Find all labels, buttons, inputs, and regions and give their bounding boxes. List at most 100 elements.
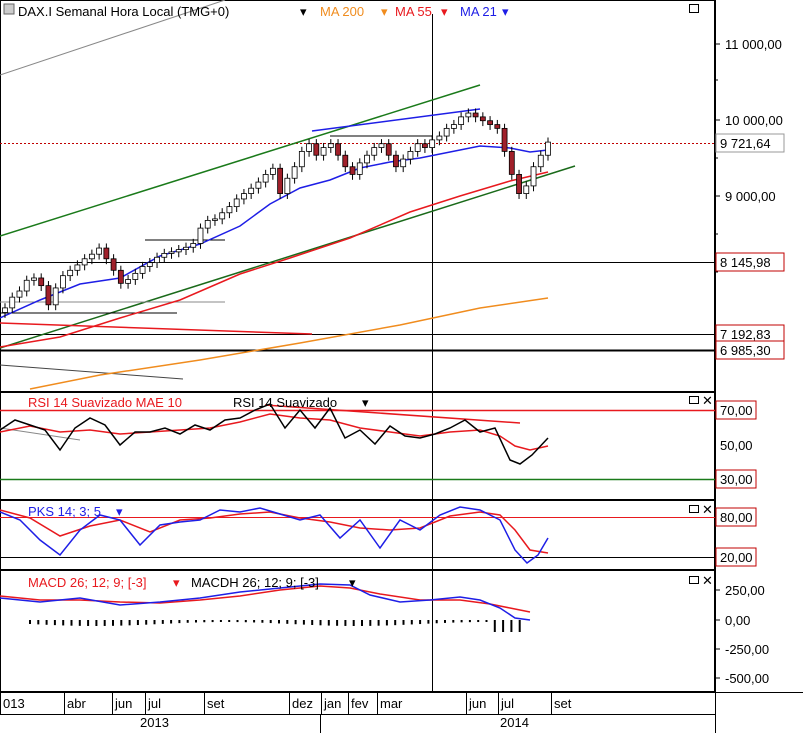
candle-body: [117, 269, 124, 284]
candle-body: [81, 258, 88, 266]
candle-body: [306, 143, 312, 152]
candle-body: [501, 127, 508, 152]
trend-line: [0, 322, 313, 335]
candle-body: [132, 272, 139, 280]
indicator-dropdown-icon[interactable]: ▾: [381, 4, 388, 19]
candle-body: [537, 154, 544, 168]
price-label-box: [715, 252, 785, 272]
candle-body: [450, 124, 457, 129]
panel-frame: [0, 500, 715, 570]
candle-body: [212, 218, 218, 221]
candle-body: [146, 262, 153, 267]
candle-body: [161, 253, 168, 258]
candle-body: [545, 141, 551, 156]
candle-body: [414, 143, 421, 152]
ma-200-line: [29, 297, 549, 390]
candle-body: [255, 181, 262, 189]
candle-body: [88, 253, 95, 260]
candle-body: [400, 158, 407, 168]
candle-body: [52, 287, 59, 306]
rsi-dropdown-icon[interactable]: ▾: [362, 395, 369, 410]
candle-body: [530, 166, 537, 187]
candle-body: [523, 185, 530, 194]
level-label-box: [715, 400, 757, 420]
candle-body: [67, 269, 74, 277]
candle-body: [327, 143, 334, 148]
ma-55-line: [0, 171, 549, 348]
candle-body: [436, 135, 443, 141]
macdh-title: MACDH 26; 12; 9; [-3]: [191, 575, 319, 590]
level-label-box: [715, 507, 757, 527]
month-label: mar: [380, 696, 403, 711]
candle-body: [38, 277, 45, 287]
year-label: 2014: [500, 715, 529, 730]
panel-frame: [0, 570, 715, 692]
title-dropdown-icon[interactable]: ▾: [300, 4, 307, 19]
rsi-signal-line: [0, 413, 549, 451]
macd-tick-label: 0,00: [725, 613, 750, 628]
macd-tick-label: -500,00: [725, 671, 769, 686]
candle-body: [342, 154, 349, 168]
ma-21-line: [0, 145, 549, 319]
price-label-box: [715, 133, 785, 153]
candle-body: [335, 143, 341, 156]
candle-body: [465, 112, 472, 118]
maximize-icon[interactable]: [689, 505, 699, 513]
month-label: jul: [147, 696, 161, 711]
month-label: 013: [3, 696, 25, 711]
candle-body: [508, 150, 515, 175]
indicator-dropdown-icon[interactable]: ▾: [502, 4, 509, 19]
maximize-icon[interactable]: [689, 576, 699, 584]
indicator-label[interactable]: MA 21: [460, 4, 497, 19]
candle-body: [16, 290, 23, 298]
candle-body: [371, 147, 378, 156]
candle-body: [494, 124, 501, 129]
month-label: jul: [500, 696, 514, 711]
level-label-box: [715, 547, 757, 567]
maximize-icon[interactable]: [689, 4, 699, 13]
y-tick-label: 9 000,00: [725, 189, 776, 204]
month-label: set: [207, 696, 225, 711]
candle-body: [429, 139, 436, 148]
candle-body: [298, 150, 305, 168]
candle-body: [103, 247, 110, 260]
indicator-label[interactable]: MA 55: [395, 4, 432, 19]
candle-body: [262, 174, 269, 183]
candle-body: [487, 120, 493, 125]
trend-line: [0, 364, 184, 380]
candle-body: [110, 258, 117, 271]
rsi-line: [0, 403, 549, 465]
close-icon[interactable]: ✕: [702, 502, 713, 517]
rsi-level-label: 70,00: [720, 403, 753, 418]
candle-body: [60, 275, 66, 289]
close-icon[interactable]: ✕: [702, 393, 713, 408]
indicator-dropdown-icon[interactable]: ▾: [441, 4, 448, 19]
candle-body: [241, 193, 247, 200]
trend-line: [0, 0, 226, 76]
price-label: 9 721,64: [720, 136, 771, 151]
maximize-icon[interactable]: [689, 396, 699, 404]
indicator-label[interactable]: MA 200: [320, 4, 364, 19]
candle-body: [393, 154, 399, 168]
pks-line: [0, 506, 549, 564]
y-tick-label: 10 000,00: [725, 113, 783, 128]
candle-body: [385, 143, 392, 156]
close-icon[interactable]: ✕: [702, 573, 713, 588]
trend-line: [311, 108, 481, 132]
month-label: fev: [351, 696, 369, 711]
pks-level-label: 20,00: [720, 550, 753, 565]
trend-line: [0, 165, 576, 349]
candle-body: [364, 154, 370, 164]
macdh-dropdown-icon[interactable]: ▾: [349, 575, 356, 590]
candle-body: [31, 277, 37, 281]
month-label: jan: [323, 696, 341, 711]
rsi-title: RSI 14 Suavizado MAE 10: [28, 395, 182, 410]
chart-menu-icon[interactable]: [3, 3, 15, 15]
candle-body: [183, 246, 189, 250]
pks-dropdown-icon[interactable]: ▾: [116, 504, 123, 519]
macd-title: MACD 26; 12; 9; [-3]: [28, 575, 147, 590]
candle-body: [284, 177, 291, 194]
month-label: jun: [114, 696, 132, 711]
macd-dropdown-icon[interactable]: ▾: [173, 575, 180, 590]
